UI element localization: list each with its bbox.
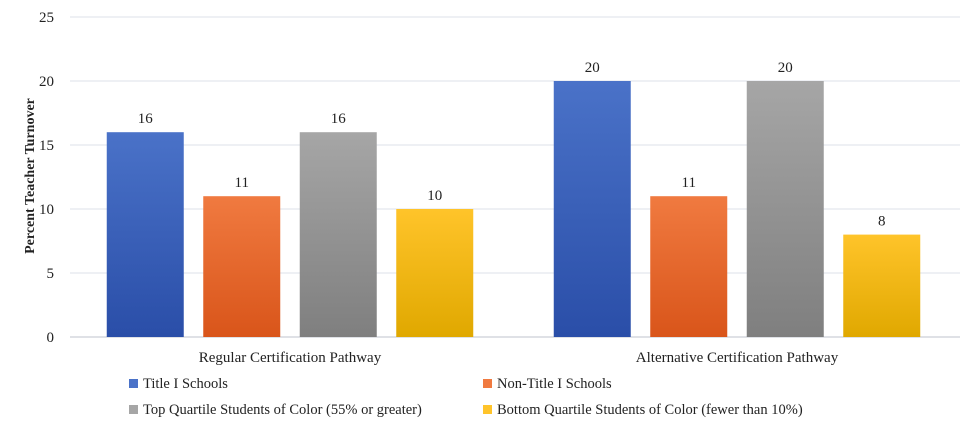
legend-entry: Non-Title I Schools bbox=[497, 376, 612, 392]
data-label: 20 bbox=[778, 60, 793, 76]
data-label: 8 bbox=[878, 214, 886, 230]
legend-entry: Top Quartile Students of Color (55% or g… bbox=[143, 402, 422, 418]
legend-swatch bbox=[129, 405, 138, 414]
data-label: 11 bbox=[682, 175, 696, 191]
data-label: 16 bbox=[331, 111, 347, 127]
bar bbox=[203, 196, 281, 337]
legend-entry: Title I Schools bbox=[143, 376, 228, 392]
bar bbox=[106, 132, 184, 337]
legend: Title I Schools Non-Title I Schools Top Qu… bbox=[129, 376, 803, 418]
y-tick-label: 5 bbox=[47, 266, 55, 282]
y-tick-label: 25 bbox=[39, 10, 54, 26]
legend-swatch bbox=[483, 379, 492, 388]
bar bbox=[396, 209, 474, 337]
bar bbox=[650, 196, 728, 337]
y-axis-ticks: 0 5 10 15 20 25 bbox=[39, 10, 54, 346]
bars bbox=[106, 81, 921, 337]
x-tick-label: Alternative Certification Pathway bbox=[636, 350, 839, 366]
data-label: 10 bbox=[427, 188, 442, 204]
data-label: 16 bbox=[138, 111, 154, 127]
y-tick-label: 20 bbox=[39, 74, 54, 90]
y-tick-label: 10 bbox=[39, 202, 54, 218]
data-labels: 16 11 16 10 20 11 20 8 bbox=[138, 60, 886, 230]
y-tick-label: 0 bbox=[47, 330, 55, 346]
bar bbox=[299, 132, 377, 337]
legend-swatch bbox=[129, 379, 138, 388]
legend-entry: Bottom Quartile Students of Color (fewer… bbox=[497, 402, 803, 418]
legend-swatch bbox=[483, 405, 492, 414]
bar bbox=[553, 81, 631, 337]
bar bbox=[843, 234, 921, 337]
y-tick-label: 15 bbox=[39, 138, 54, 154]
data-label: 11 bbox=[235, 175, 249, 191]
data-label: 20 bbox=[585, 60, 600, 76]
x-tick-label: Regular Certification Pathway bbox=[199, 350, 382, 366]
y-axis-label: Percent Teacher Turnover bbox=[23, 98, 38, 254]
x-axis-ticks: Regular Certification Pathway Alternative… bbox=[199, 350, 839, 366]
bar bbox=[746, 81, 824, 337]
